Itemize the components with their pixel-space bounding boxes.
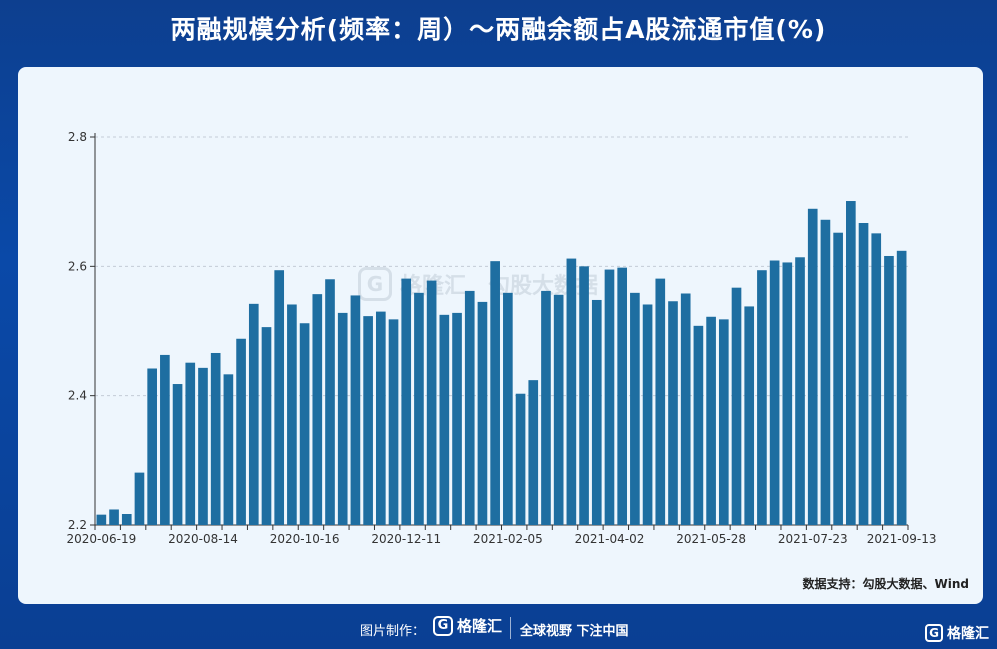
logo-icon: G	[433, 615, 453, 636]
bar	[350, 295, 361, 525]
bar	[884, 255, 894, 525]
bar	[287, 304, 297, 525]
bar	[858, 223, 869, 526]
bar	[248, 303, 259, 525]
bar	[160, 354, 170, 525]
footer-divider	[510, 617, 511, 639]
bar	[439, 314, 450, 525]
bar	[515, 393, 526, 525]
bar	[363, 316, 373, 525]
chart-panel: G 格隆汇 勾股大数据 2.22.42.62.82020-06-192020-0…	[18, 67, 983, 604]
bar	[147, 368, 157, 525]
bar	[820, 219, 831, 526]
bar	[591, 299, 602, 525]
bar	[299, 323, 310, 525]
bar	[236, 338, 246, 525]
x-tick-label: 2021-02-05	[473, 532, 543, 546]
bar	[846, 201, 856, 525]
bar	[693, 325, 704, 525]
bar	[642, 304, 653, 525]
corner-logo-text: 格隆汇	[947, 626, 989, 642]
bar	[604, 269, 615, 525]
bar	[795, 257, 805, 525]
bar	[528, 380, 539, 525]
bar	[312, 294, 323, 525]
x-tick-label: 2020-08-14	[168, 532, 238, 546]
bar	[680, 293, 691, 525]
bar	[757, 270, 767, 525]
bar	[198, 367, 208, 525]
bar	[871, 233, 882, 525]
bar	[464, 290, 475, 525]
footer: 图片制作： G 格隆汇 全球视野 下注中国	[0, 612, 997, 644]
bar	[172, 384, 183, 525]
bar	[731, 287, 742, 525]
x-tick-label: 2021-09-13	[867, 532, 937, 546]
bar	[210, 352, 221, 525]
bar	[566, 258, 577, 525]
corner-logo: G 格隆汇	[925, 623, 989, 643]
bar	[668, 301, 678, 525]
bar	[807, 208, 818, 525]
bar	[134, 472, 145, 525]
bar	[744, 306, 755, 525]
bar	[833, 232, 843, 525]
bar	[375, 311, 386, 525]
bar	[655, 278, 666, 525]
bar	[185, 362, 196, 525]
y-tick-label: 2.2	[68, 518, 87, 532]
bar	[782, 262, 793, 525]
bar	[503, 292, 513, 525]
y-tick-label: 2.6	[68, 259, 87, 273]
data-source: 数据支持：勾股大数据、Wind	[802, 577, 969, 591]
corner-logo-icon: G	[925, 624, 943, 642]
bar	[223, 374, 234, 525]
bar	[617, 267, 628, 525]
x-tick-label: 2020-10-16	[270, 532, 340, 546]
y-tick-label: 2.8	[68, 130, 87, 144]
bar	[261, 327, 272, 525]
x-tick-label: 2021-04-02	[575, 532, 645, 546]
bar	[490, 261, 500, 525]
bar	[452, 312, 462, 525]
y-tick-label: 2.4	[68, 389, 87, 403]
bar	[553, 294, 564, 525]
bar	[109, 509, 119, 525]
bar	[630, 292, 640, 525]
bar	[414, 292, 424, 525]
bar	[274, 270, 285, 525]
bar	[579, 266, 589, 525]
bar	[477, 301, 488, 525]
x-tick-label: 2021-05-28	[676, 532, 746, 546]
bar	[401, 278, 412, 525]
bar	[121, 514, 132, 525]
chart-title: 两融规模分析(频率：周）～两融余额占A股流通市值(%)	[170, 15, 827, 44]
bar	[541, 290, 551, 525]
bar	[96, 514, 107, 525]
x-tick-label: 2021-07-23	[778, 532, 848, 546]
bar	[896, 250, 907, 525]
bar	[388, 319, 399, 525]
bar	[706, 316, 716, 525]
bar	[325, 279, 335, 525]
bar	[769, 260, 780, 525]
footer-slogan: 全球视野 下注中国	[520, 624, 629, 639]
bar	[426, 280, 437, 525]
footer-logo: G 格隆汇	[433, 615, 502, 636]
bar-chart: 2.2 2.4 2.6 2.8 2020-06-19 2020-08-14 2020-10-…	[66, 130, 937, 546]
bar	[718, 319, 729, 525]
footer-label: 图片制作：	[360, 624, 426, 639]
footer-logo-text: 格隆汇	[457, 617, 503, 635]
x-tick-label: 2020-06-19	[66, 532, 136, 546]
bar	[337, 312, 348, 525]
x-tick-label: 2020-12-11	[371, 532, 441, 546]
